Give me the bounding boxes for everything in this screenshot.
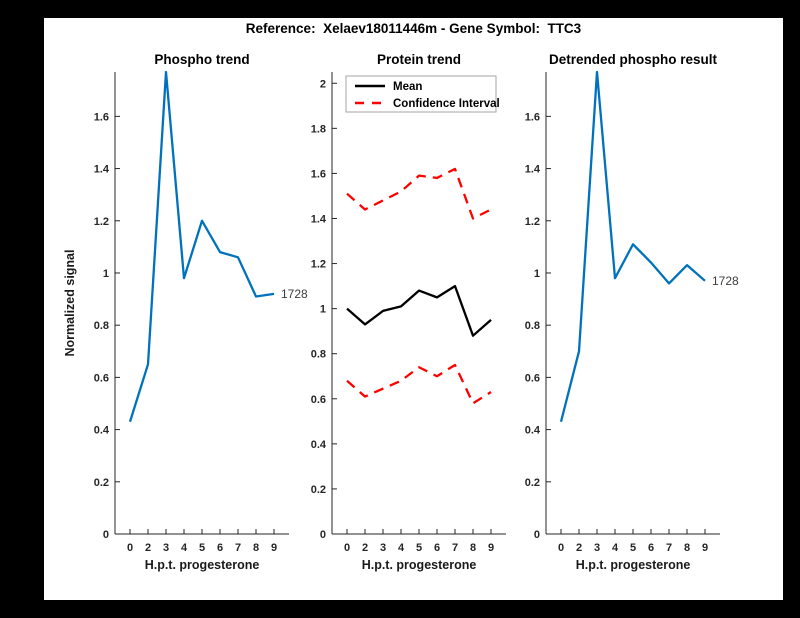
y-tick-label: 0.4: [94, 425, 110, 437]
figure-title: Reference: Xelaev18011446m - Gene Symbol…: [245, 21, 582, 36]
y-tick-label: 0: [534, 529, 540, 541]
x-tick-label: 5: [199, 542, 205, 554]
y-tick-label: 0: [320, 529, 326, 541]
y-tick-label: 1: [534, 268, 540, 280]
x-tick-label: 4: [398, 542, 405, 554]
y-tick-label: 0.6: [94, 372, 109, 384]
series-end-label: 1728: [712, 274, 739, 288]
y-tick-label: 0: [103, 529, 109, 541]
x-tick-label: 7: [452, 542, 458, 554]
y-tick-label: 1.4: [525, 164, 541, 176]
x-tick-label: 2: [362, 542, 368, 554]
x-tick-label: 9: [702, 542, 708, 554]
y-tick-label: 0.6: [525, 372, 540, 384]
y-tick-label: 0.8: [94, 320, 109, 332]
x-tick-label: 2: [576, 542, 582, 554]
y-tick-label: 0.4: [311, 439, 327, 451]
subplot-protein-trend: 00.20.40.60.811.21.41.61.820 2 3 4 5 6 7 8 9Prot…: [311, 52, 506, 572]
protein-mean-line: [346, 284, 492, 337]
y-tick-label: 0.8: [525, 320, 540, 332]
x-axis-label: H.p.t. progesterone: [145, 558, 260, 572]
y-tick-label: 1.2: [94, 216, 109, 228]
subplot-title: Detrended phospho result: [549, 52, 718, 67]
y-tick-label: 1.4: [94, 164, 110, 176]
y-tick-label: 1: [320, 304, 326, 316]
y-tick-label: 1.2: [525, 216, 540, 228]
plots-area: 00.20.40.60.811.21.41.60 2 3 4 5 6 7 8 9Phospho …: [63, 52, 739, 572]
x-tick-label: 8: [684, 542, 690, 554]
y-tick-label: 0.2: [94, 477, 109, 489]
subplot-title: Phospho trend: [154, 52, 249, 67]
y-tick-label: 1.6: [94, 111, 109, 123]
y-tick-label: 2: [320, 78, 326, 90]
x-tick-label: 8: [470, 542, 476, 554]
x-tick-label: 6: [648, 542, 654, 554]
x-tick-label: 4: [612, 542, 619, 554]
confidence-interval-lower-line: [346, 363, 492, 405]
x-tick-label: 7: [235, 542, 241, 554]
y-tick-label: 1: [103, 268, 109, 280]
y-tick-label: 0.4: [525, 425, 541, 437]
x-tick-label: 0: [344, 542, 350, 554]
x-tick-label: 9: [271, 542, 277, 554]
legend-box: [345, 75, 497, 113]
y-tick-label: 0.8: [311, 349, 326, 361]
y-tick-label: 1.6: [525, 111, 540, 123]
x-tick-label: 0: [127, 542, 133, 554]
y-tick-label: 0.2: [525, 477, 540, 489]
y-tick-label: 1.4: [311, 213, 327, 225]
y-tick-label: 1.6: [311, 168, 326, 180]
x-tick-label: 6: [434, 542, 440, 554]
subplot-title: Protein trend: [377, 52, 461, 67]
x-tick-label: 0: [558, 542, 564, 554]
figure-canvas: Reference: Xelaev18011446m - Gene Symbol…: [44, 18, 783, 600]
x-axis-label: H.p.t. progesterone: [576, 558, 691, 572]
x-tick-label: 9: [488, 542, 494, 554]
detrended-phospho-line: [559, 70, 706, 423]
x-tick-label: 3: [163, 542, 169, 554]
series-end-label: 1728: [281, 287, 308, 301]
x-tick-label: 5: [416, 542, 422, 554]
x-tick-label: 3: [380, 542, 386, 554]
y-tick-label: 1.2: [311, 259, 326, 271]
y-axis-label: Normalized signal: [63, 250, 77, 357]
legend: Mean Confidence Interval: [345, 75, 500, 113]
confidence-interval-upper-line: [346, 167, 492, 220]
x-axis-label: H.p.t. progesterone: [362, 558, 477, 572]
subplot-phospho-trend: 00.20.40.60.811.21.41.60 2 3 4 5 6 7 8 9Phospho …: [63, 52, 308, 572]
y-tick-label: 1.8: [311, 123, 326, 135]
legend-label-mean: Mean: [393, 81, 422, 93]
x-tick-label: 7: [666, 542, 672, 554]
x-tick-label: 6: [217, 542, 223, 554]
x-tick-label: 4: [181, 542, 188, 554]
y-tick-label: 0.2: [311, 484, 326, 496]
y-tick-label: 0.6: [311, 394, 326, 406]
subplot-detrended-phospho-result: 00.20.40.60.811.21.41.60 2 3 4 5 6 7 8 9Detrende…: [525, 52, 739, 572]
legend-label-confidence-interval: Confidence Interval: [393, 98, 500, 110]
x-tick-label: 2: [145, 542, 151, 554]
x-tick-label: 3: [594, 542, 600, 554]
phospho-signal-line: [128, 70, 275, 423]
x-tick-label: 5: [630, 542, 636, 554]
x-tick-label: 8: [253, 542, 259, 554]
